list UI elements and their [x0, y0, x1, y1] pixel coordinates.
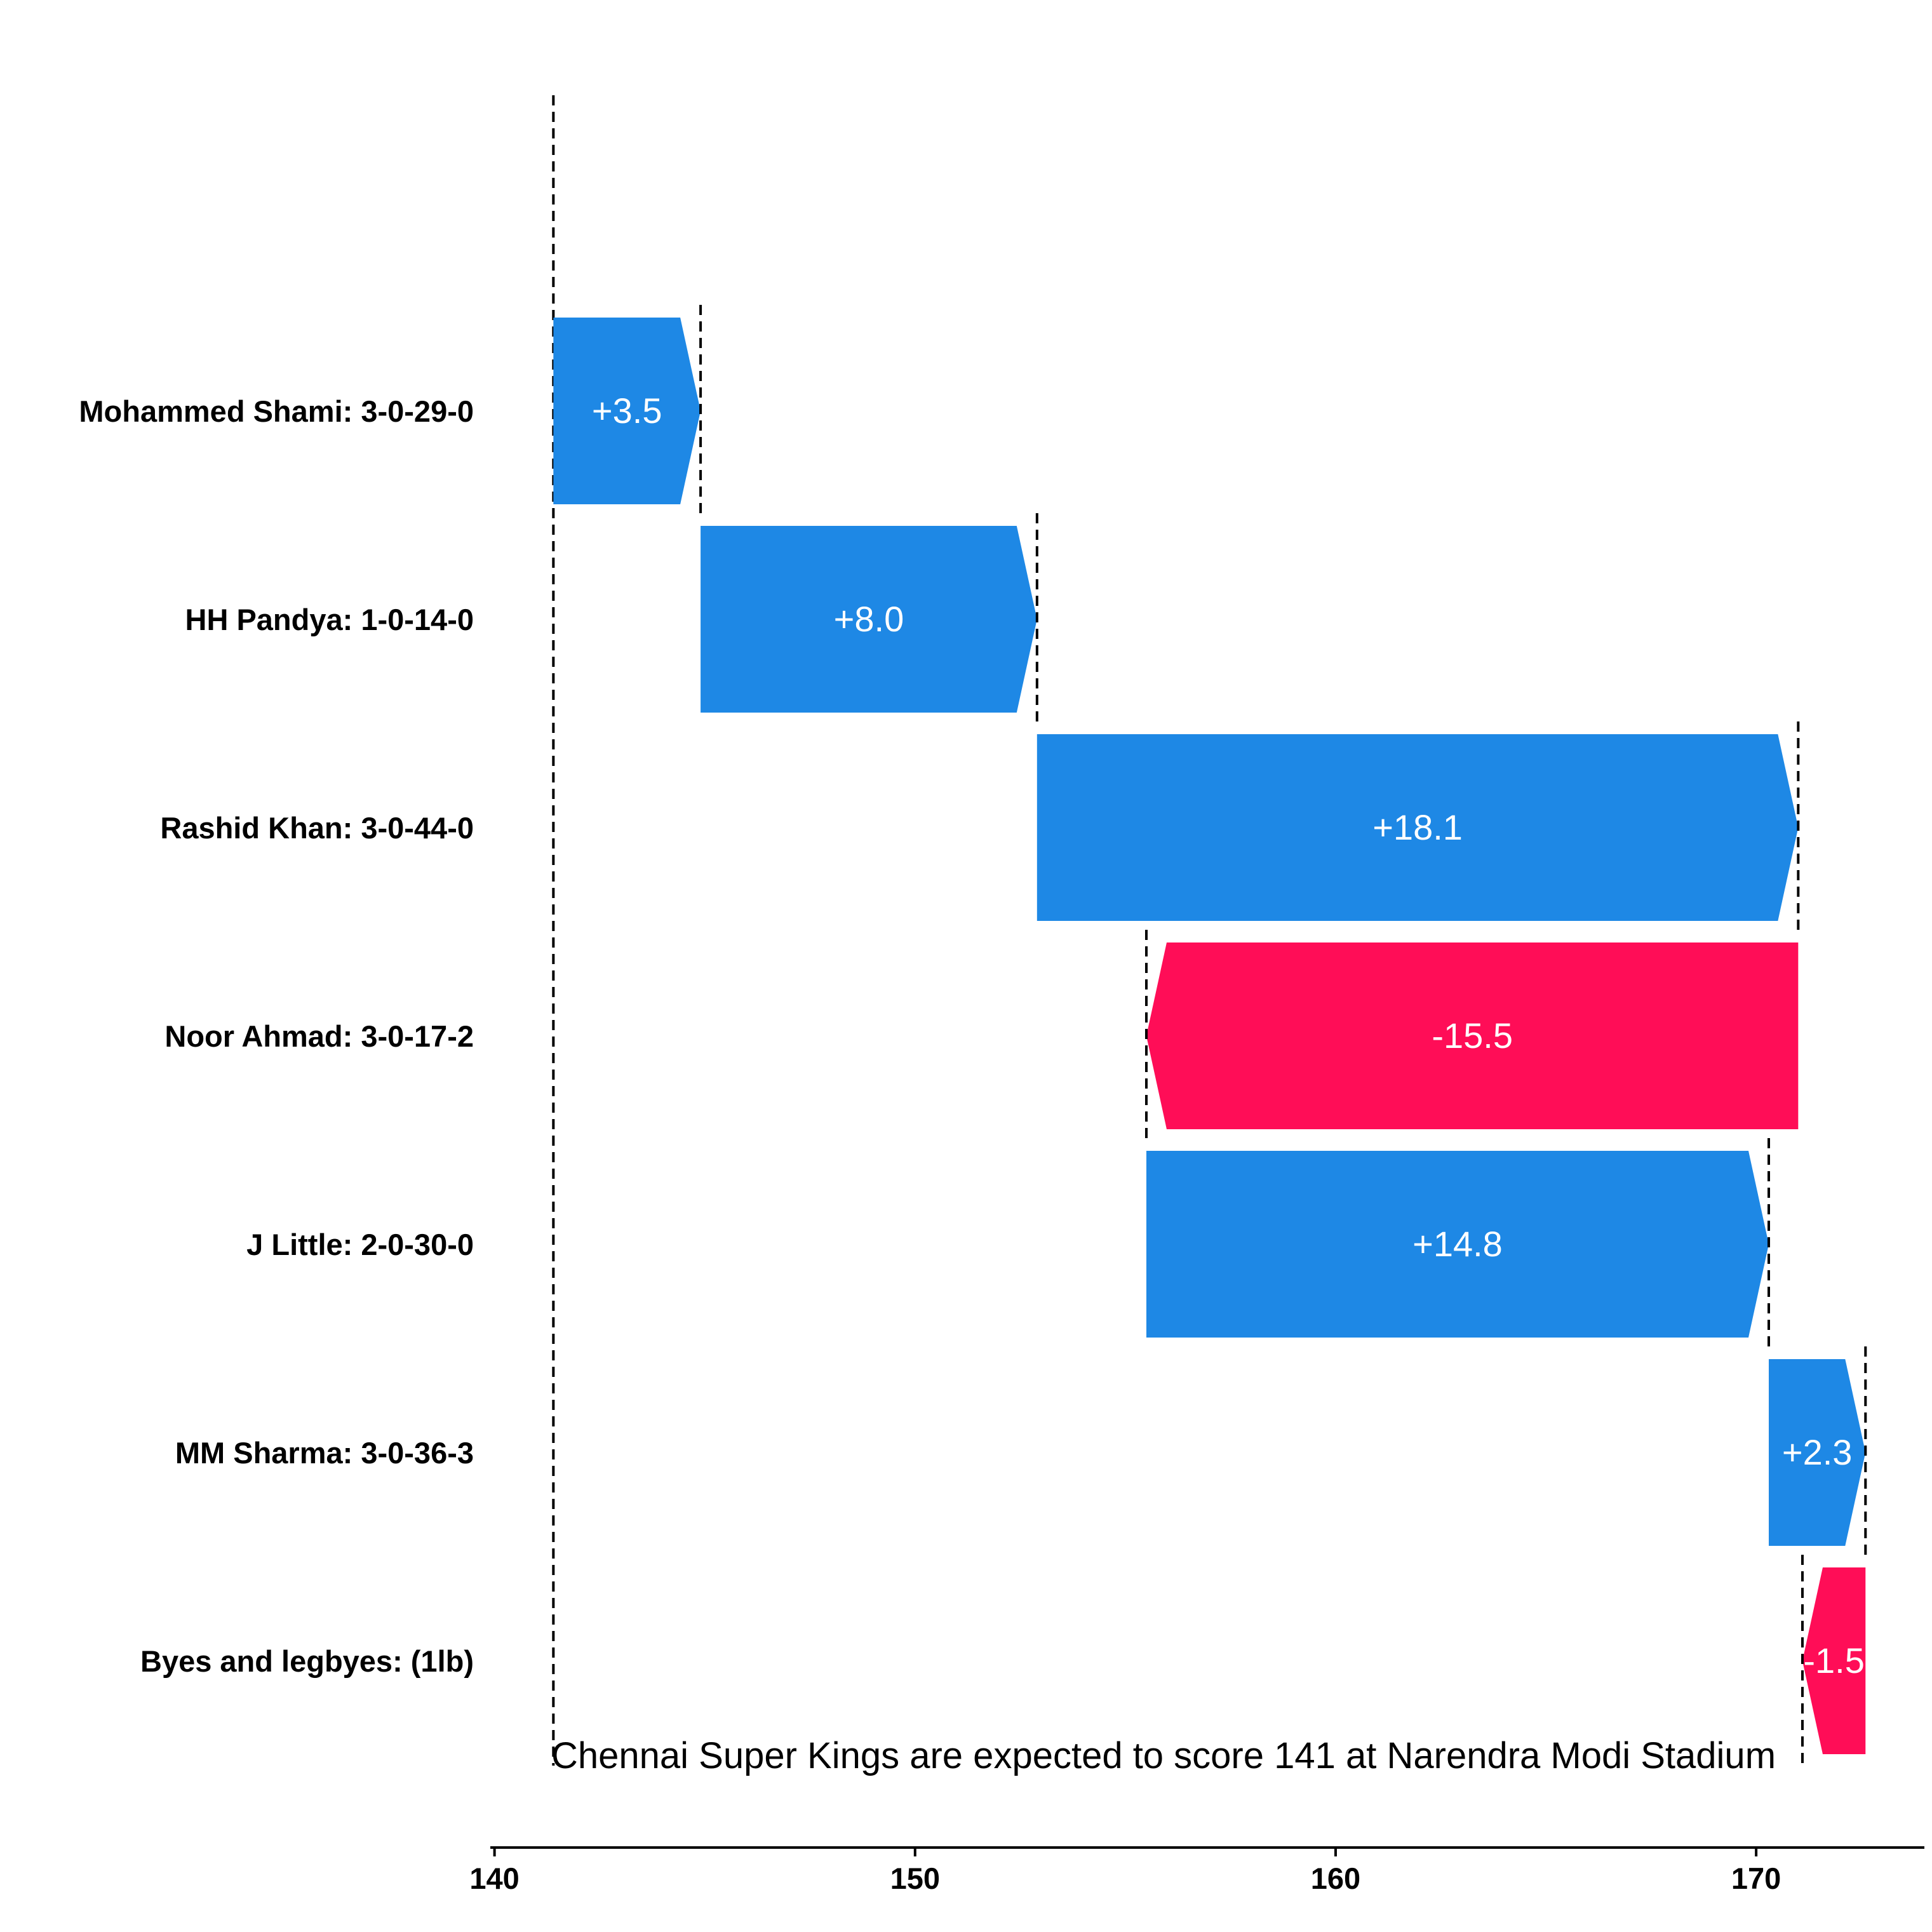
row-label: Byes and legbyes: (1lb) — [140, 1644, 474, 1678]
waterfall-bar — [553, 318, 701, 504]
bar-value-label: +18.1 — [1372, 807, 1463, 847]
row-labels: Mohammed Shami: 3-0-29-0 HH Pandya: 1-0-1… — [79, 394, 474, 1678]
x-tick-label: 140 — [469, 1862, 519, 1895]
bar-value-label: +3.5 — [592, 391, 662, 431]
expected-score-annotation: Chennai Super Kings are expected to scor… — [551, 1735, 1776, 1776]
x-tick-label: 160 — [1311, 1862, 1360, 1895]
waterfall-bar — [1768, 1359, 1866, 1546]
bar-value-label: +2.3 — [1782, 1432, 1853, 1472]
waterfall-bar — [1146, 1151, 1769, 1338]
bar-value-label: -1.5 — [1803, 1640, 1865, 1680]
bar-value-label: +8.0 — [834, 599, 904, 639]
row-label: Noor Ahmad: 3-0-17-2 — [164, 1019, 474, 1053]
waterfall-bar — [701, 526, 1037, 713]
connectors-layer — [699, 305, 1867, 1767]
row-label: HH Pandya: 1-0-14-0 — [185, 603, 474, 636]
waterfall-bar — [1802, 1567, 1866, 1754]
row-label: Rashid Khan: 3-0-44-0 — [160, 811, 474, 845]
bar-value-label: +14.8 — [1412, 1224, 1503, 1264]
waterfall-bar — [1146, 943, 1799, 1129]
row-label: MM Sharma: 3-0-36-3 — [175, 1436, 474, 1470]
bars-layer: +3.5 +8.0 +18.1 -15.5 +14.8 +2.3 -1.5 — [553, 318, 1866, 1754]
row-label: J Little: 2-0-30-0 — [246, 1228, 474, 1261]
waterfall-bar — [1036, 734, 1799, 921]
x-tick-label: 150 — [890, 1862, 940, 1895]
x-tick-label: 170 — [1731, 1862, 1781, 1895]
row-label: Mohammed Shami: 3-0-29-0 — [79, 394, 474, 428]
bar-value-label: -15.5 — [1432, 1016, 1513, 1056]
x-axis: 140 150 160 170 — [469, 1846, 1924, 1895]
